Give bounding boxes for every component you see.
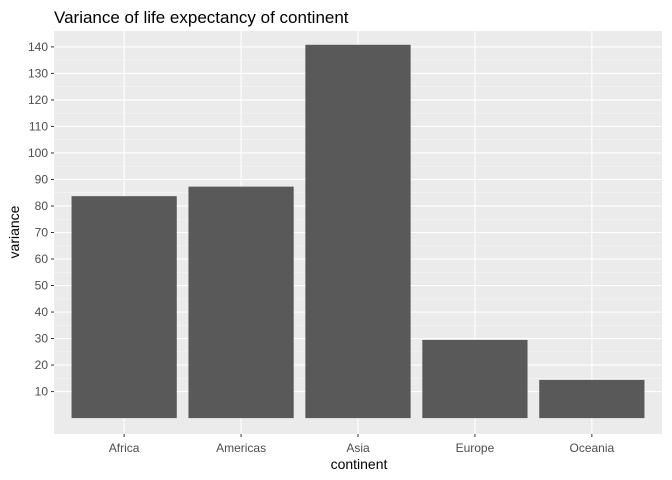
y-tick-label: 120 xyxy=(28,93,48,107)
y-tick-label: 70 xyxy=(35,226,49,240)
y-tick-label: 130 xyxy=(28,66,48,80)
x-tick-label: Africa xyxy=(109,441,140,455)
y-tick-label: 30 xyxy=(35,332,49,346)
y-tick-label: 60 xyxy=(35,252,49,266)
chart-title: Variance of life expectancy of continent xyxy=(54,8,349,27)
x-tick-label: Europe xyxy=(456,441,495,455)
x-tick-label: Americas xyxy=(216,441,266,455)
y-tick-label: 20 xyxy=(35,358,49,372)
bar-oceania xyxy=(539,379,645,419)
x-tick-label: Asia xyxy=(346,441,370,455)
y-tick-label: 50 xyxy=(35,279,49,293)
y-axis-title: variance xyxy=(6,205,22,258)
y-tick-label: 90 xyxy=(35,172,49,186)
bars xyxy=(71,44,645,419)
y-tick-label: 80 xyxy=(35,199,49,213)
y-tick-label: 100 xyxy=(28,146,48,160)
y-tick-label: 110 xyxy=(29,119,48,133)
x-axis: Africa Americas Asia Europe Oceania xyxy=(109,434,615,455)
bar-asia xyxy=(305,44,411,419)
x-tick-label: Oceania xyxy=(569,441,614,455)
y-tick-label: 10 xyxy=(35,385,49,399)
y-tick-label: 40 xyxy=(35,305,49,319)
y-tick-label: 140 xyxy=(28,40,48,54)
x-axis-title: continent xyxy=(331,456,388,472)
bar-africa xyxy=(71,196,177,419)
bar-europe xyxy=(422,339,528,419)
y-axis: 10 20 30 40 50 60 70 80 90 100 110 120 130 140 xyxy=(28,40,54,399)
bar-americas xyxy=(188,186,294,419)
